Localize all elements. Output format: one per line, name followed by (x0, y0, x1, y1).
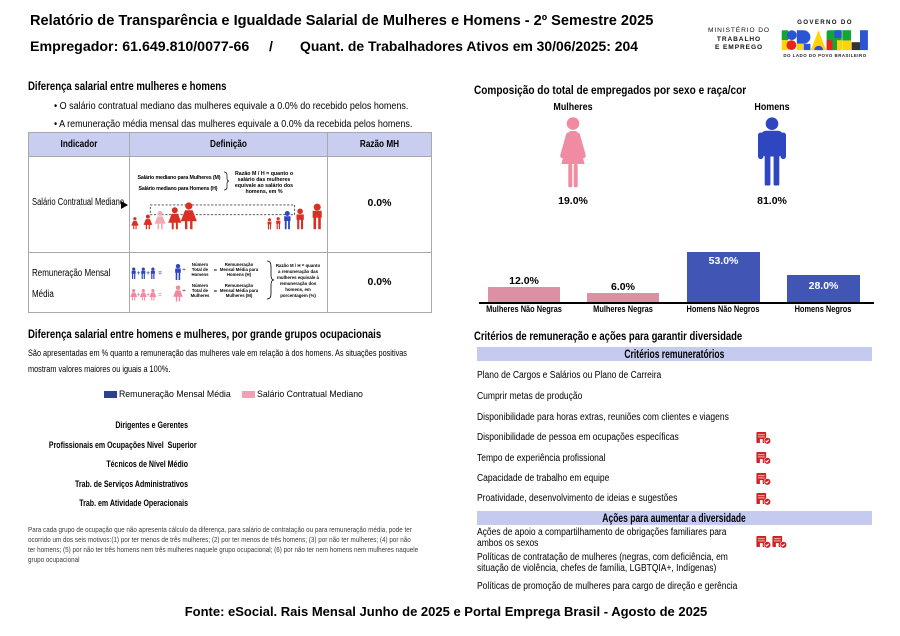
svg-text:Número: Número (192, 283, 209, 288)
svg-text:=: = (158, 293, 162, 299)
svg-text:+: + (137, 271, 141, 277)
svg-text:Mulheres (M): Mulheres (M) (226, 293, 253, 298)
svg-text:Total de: Total de (192, 288, 209, 293)
svg-text:÷: ÷ (182, 289, 186, 295)
svg-text:Razão M / H = quanto o: Razão M / H = quanto o (235, 171, 294, 177)
svg-text:homens, em: homens, em (285, 287, 311, 292)
svg-text:Salário mediano para Mulheres: Salário mediano para Mulheres (M) (138, 175, 221, 181)
svg-text:remuneração dos: remuneração dos (280, 281, 317, 286)
svg-text:+: + (146, 293, 150, 299)
svg-text:Salário mediano para Homens (H: Salário mediano para Homens (H) (139, 186, 218, 192)
svg-text:salário das mulheres: salário das mulheres (238, 177, 291, 183)
svg-text:Razão M / H = quanto: Razão M / H = quanto (276, 263, 321, 268)
svg-text:+: + (137, 293, 141, 299)
svg-text:Mensal Média para: Mensal Média para (220, 267, 259, 272)
svg-text:=: = (158, 271, 162, 277)
svg-text:equivale ao salário dos: equivale ao salário dos (235, 183, 293, 189)
svg-text:Mensal Média para: Mensal Média para (220, 288, 259, 293)
svg-text:Homens (H): Homens (H) (227, 272, 252, 277)
svg-text:porcentagem (%): porcentagem (%) (280, 293, 316, 298)
svg-text:mulheres equivale à: mulheres equivale à (277, 275, 320, 280)
svg-text:Remuneração: Remuneração (225, 262, 254, 267)
svg-text:+: + (146, 271, 150, 277)
svg-text:Total de: Total de (192, 267, 209, 272)
svg-text:Mulheres: Mulheres (191, 293, 210, 298)
svg-text:homens, em %: homens, em % (245, 189, 282, 195)
svg-text:=: = (214, 289, 218, 295)
svg-text:Remuneração: Remuneração (225, 283, 254, 288)
svg-text:a remuneração das: a remuneração das (278, 269, 319, 274)
svg-text:÷: ÷ (182, 268, 186, 274)
svg-text:Número: Número (192, 262, 209, 267)
svg-text:=: = (214, 268, 218, 274)
svg-text:Homens: Homens (192, 272, 210, 277)
